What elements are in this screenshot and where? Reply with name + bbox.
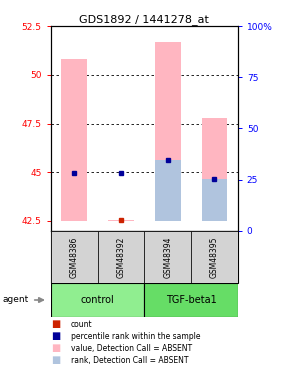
Text: GSM48395: GSM48395 xyxy=(210,236,219,278)
Text: ■: ■ xyxy=(51,344,60,353)
Text: control: control xyxy=(81,295,114,305)
Title: GDS1892 / 1441278_at: GDS1892 / 1441278_at xyxy=(79,14,209,25)
Text: agent: agent xyxy=(3,296,29,304)
Bar xyxy=(51,231,97,283)
Bar xyxy=(155,42,180,221)
Bar xyxy=(144,283,238,317)
Bar xyxy=(155,160,180,221)
Bar xyxy=(97,231,144,283)
Bar xyxy=(191,231,238,283)
Text: count: count xyxy=(71,320,93,329)
Text: ■: ■ xyxy=(51,332,60,341)
Text: TGF-beta1: TGF-beta1 xyxy=(166,295,216,305)
Text: rank, Detection Call = ABSENT: rank, Detection Call = ABSENT xyxy=(71,356,188,365)
Text: GSM48392: GSM48392 xyxy=(116,236,125,278)
Bar xyxy=(61,59,87,221)
Text: ■: ■ xyxy=(51,320,60,329)
Bar xyxy=(108,220,134,221)
Text: GSM48386: GSM48386 xyxy=(70,236,79,278)
Bar xyxy=(51,283,144,317)
Text: GSM48394: GSM48394 xyxy=(163,236,172,278)
Bar xyxy=(144,231,191,283)
Bar xyxy=(202,118,227,221)
Text: percentile rank within the sample: percentile rank within the sample xyxy=(71,332,201,341)
Bar xyxy=(202,179,227,221)
Text: value, Detection Call = ABSENT: value, Detection Call = ABSENT xyxy=(71,344,192,353)
Text: ■: ■ xyxy=(51,356,60,365)
